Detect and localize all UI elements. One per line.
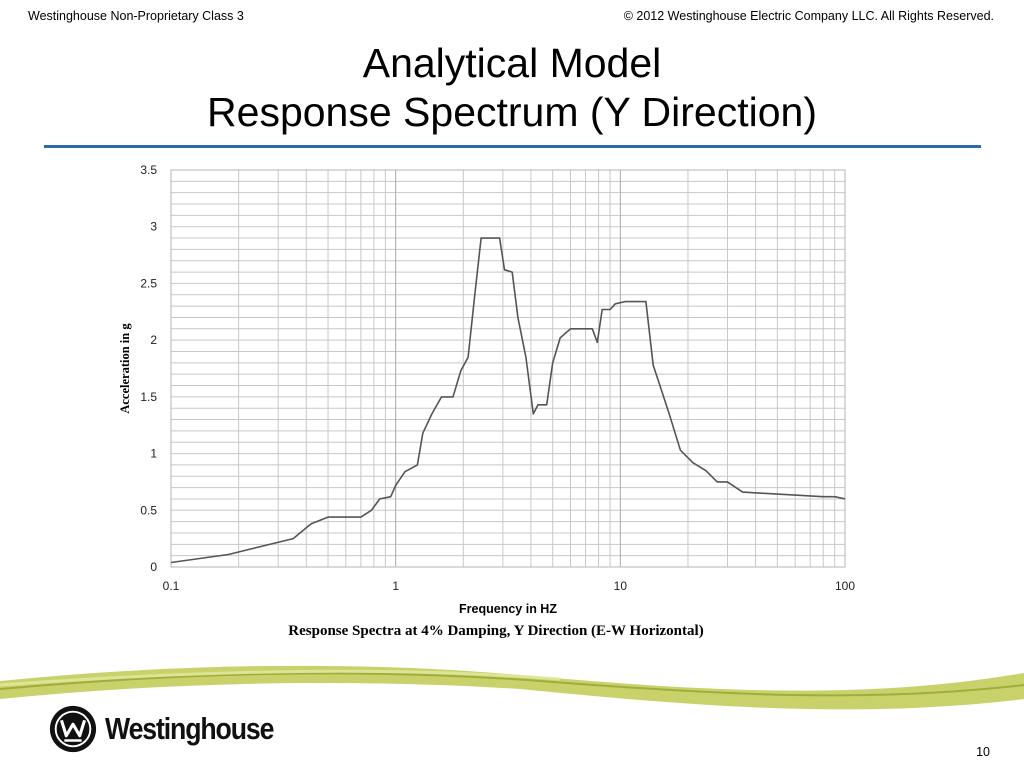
decorative-swoosh bbox=[0, 665, 1024, 710]
westinghouse-wordmark: Westinghouse bbox=[105, 711, 274, 746]
response-spectrum-chart: 0 0.5 1 1.5 2 2.5 3 3.5 0.1 1 10 100 Frequency in … bbox=[118, 163, 856, 616]
chart-grid bbox=[170, 169, 845, 568]
y-tick-label: 3 bbox=[150, 220, 157, 234]
y-tick-label: 0 bbox=[150, 560, 157, 574]
y-tick-label: 2 bbox=[150, 333, 157, 347]
header-copyright: © 2012 Westinghouse Electric Company LLC… bbox=[623, 9, 994, 23]
x-tick-label: 1 bbox=[392, 579, 399, 593]
plot-frame bbox=[170, 169, 846, 568]
y-tick-label: 1 bbox=[150, 447, 157, 461]
y-tick-label: 1.5 bbox=[140, 390, 157, 404]
x-tick-labels: 0.1 1 10 100 bbox=[163, 579, 856, 593]
x-axis-label: Frequency in HZ bbox=[459, 602, 557, 616]
slide-title-line-1: Analytical Model bbox=[362, 40, 662, 86]
y-axis-label: Acceleration in g bbox=[118, 323, 132, 414]
x-tick-label: 10 bbox=[614, 579, 628, 593]
title-divider bbox=[44, 145, 981, 148]
series-line bbox=[170, 237, 846, 564]
westinghouse-logo-icon bbox=[49, 705, 97, 753]
y-tick-labels: 0 0.5 1 1.5 2 2.5 3 3.5 bbox=[140, 163, 157, 574]
slide-title-line-2: Response Spectrum (Y Direction) bbox=[207, 89, 817, 135]
y-tick-label: 0.5 bbox=[140, 503, 157, 517]
y-tick-label: 3.5 bbox=[140, 163, 157, 177]
y-tick-label: 2.5 bbox=[140, 276, 157, 290]
header-classification: Westinghouse Non-Proprietary Class 3 bbox=[28, 9, 244, 23]
page-number: 10 bbox=[976, 745, 990, 759]
chart-caption: Response Spectra at 4% Damping, Y Direct… bbox=[288, 623, 704, 639]
x-tick-label: 100 bbox=[835, 579, 855, 593]
x-tick-label: 0.1 bbox=[163, 579, 180, 593]
